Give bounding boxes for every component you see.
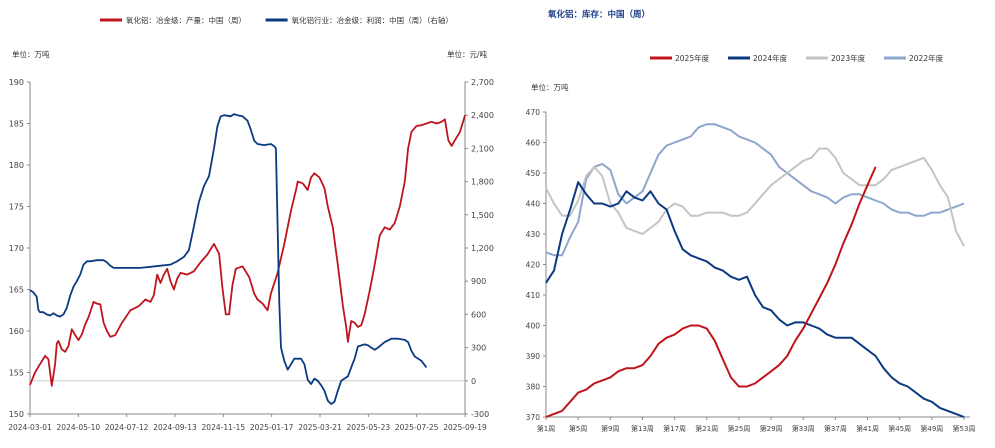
legend-label: 氧化铝：冶金级：产量：中国（周） xyxy=(126,15,246,25)
y-tick-label: 430 xyxy=(526,230,541,239)
left-tick-label: 160 xyxy=(9,327,24,336)
x-tick-label: 第9周 xyxy=(601,424,619,433)
right-chart: 氧化铝：库存：中国（周） 2025年度 2024年度 2023年度 2022年度单位：万… xyxy=(526,9,976,433)
right-tick-label: 1,200 xyxy=(471,244,494,253)
legend-label: 2025年度 xyxy=(675,53,710,63)
x-tick-label: 第5周 xyxy=(569,424,587,433)
right-tick-label: 900 xyxy=(471,277,486,286)
x-tick-label: 第41周 xyxy=(856,424,879,433)
y-tick-label: 450 xyxy=(526,169,541,178)
right-tick-label: -300 xyxy=(471,410,489,419)
x-tick-label: 第17周 xyxy=(663,424,686,433)
right-tick-label: 300 xyxy=(471,344,486,353)
left-tick-label: 155 xyxy=(9,369,24,378)
left-tick-label: 150 xyxy=(9,410,24,419)
y-tick-label: 410 xyxy=(526,291,541,300)
right-tick-label: 2,100 xyxy=(471,144,494,153)
left-axis-unit: 单位：万吨 xyxy=(12,49,50,59)
legend-label: 2024年度 xyxy=(753,53,788,63)
x-tick-label: 2025-07-25 xyxy=(395,423,439,432)
x-tick-label: 第33周 xyxy=(792,424,815,433)
y-tick-label: 420 xyxy=(526,261,541,270)
right-tick-label: 2,400 xyxy=(471,111,494,120)
left-tick-label: 175 xyxy=(9,203,24,212)
x-tick-label: 第25周 xyxy=(727,424,750,433)
right-tick-label: 600 xyxy=(471,310,486,319)
x-tick-label: 第13周 xyxy=(631,424,654,433)
legend-label: 氧化铝行业：冶金级：利润：中国（周）（右轴） xyxy=(292,15,453,25)
series-line xyxy=(545,166,877,418)
y-tick-label: 390 xyxy=(526,352,541,361)
y-tick-label: 400 xyxy=(526,322,541,331)
y-tick-label: 460 xyxy=(526,139,541,148)
x-tick-label: 2024-05-10 xyxy=(57,423,101,432)
left-tick-label: 170 xyxy=(9,244,24,253)
x-tick-label: 第21周 xyxy=(695,424,718,433)
right-tick-label: 1,800 xyxy=(471,178,494,187)
x-tick-label: 第1周 xyxy=(537,424,555,433)
right-axis-unit: 单位：元/吨 xyxy=(447,49,488,59)
x-tick-label: 第37周 xyxy=(824,424,847,433)
x-tick-label: 第53周 xyxy=(953,424,976,433)
y-tick-label: 470 xyxy=(526,108,541,117)
y-tick-label: 380 xyxy=(526,383,541,392)
series-line xyxy=(545,147,965,247)
left-tick-label: 180 xyxy=(9,161,24,170)
left-chart: 氧化铝：冶金级：产量：中国（周） 氧化铝行业：冶金级：利润：中国（周）（右轴） 单位… xyxy=(8,15,494,432)
x-tick-label: 2024-09-13 xyxy=(153,423,197,432)
x-tick-label: 2025-03-21 xyxy=(298,423,342,432)
legend-label: 2022年度 xyxy=(909,53,944,63)
x-tick-label: 2024-03-01 xyxy=(8,423,52,432)
right-tick-label: 1,500 xyxy=(471,211,494,220)
chart-title: 氧化铝：库存：中国（周） xyxy=(547,9,650,20)
x-tick-label: 第45周 xyxy=(888,424,911,433)
x-tick-label: 2025-09-19 xyxy=(443,423,487,432)
right-tick-label: 0 xyxy=(471,377,476,386)
series-line xyxy=(29,114,466,387)
y-axis-unit: 单位：万吨 xyxy=(531,82,569,92)
x-tick-label: 第29周 xyxy=(760,424,783,433)
right-tick-label: 2,700 xyxy=(471,78,494,87)
y-tick-label: 440 xyxy=(526,200,541,209)
series-line xyxy=(545,123,965,257)
x-tick-label: 第49周 xyxy=(920,424,943,433)
left-tick-label: 185 xyxy=(9,120,24,129)
x-tick-label: 2025-05-23 xyxy=(347,423,391,432)
x-tick-label: 2025-01-17 xyxy=(250,423,294,432)
x-tick-label: 2024-07-12 xyxy=(105,423,149,432)
left-tick-label: 165 xyxy=(9,286,24,295)
legend-label: 2023年度 xyxy=(831,53,866,63)
series-line xyxy=(545,181,965,418)
x-tick-label: 2024-11-15 xyxy=(202,423,246,432)
series-line xyxy=(29,113,428,405)
y-tick-label: 370 xyxy=(526,413,541,422)
left-tick-label: 190 xyxy=(9,78,24,87)
